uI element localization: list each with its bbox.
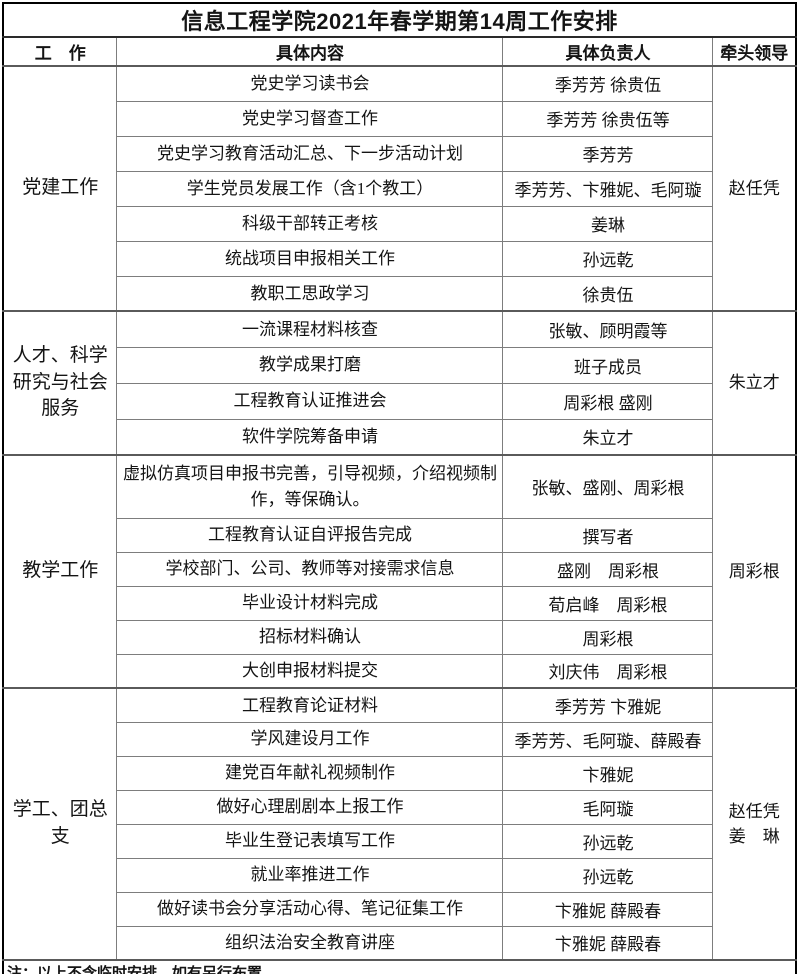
owner-cell: 周彩根 [502, 619, 714, 655]
table-row: 工程教育认证自评报告完成 撰写者 [3, 517, 796, 553]
leader-cell: 朱立才 [712, 310, 797, 456]
task-cell: 科级干部转正考核 [116, 205, 504, 242]
table-row: 教学成果打磨 班子成员 [3, 346, 796, 384]
owner-cell: 季芳芳 [502, 135, 714, 172]
table-row: 教学工作 虚拟仿真项目申报书完善，引导视频，介绍视频制作，等保确认。 张敏、盛刚… [2, 454, 797, 689]
table-row: 工程教育认证推进会 周彩根 盛刚 [3, 382, 796, 420]
owner-cell: 卞雅妮 薛殿春 [502, 925, 714, 961]
table-row: 毕业设计材料完成 荀启峰 周彩根 [3, 585, 796, 621]
table-row: 组织法治安全教育讲座 卞雅妮 薛殿春 [3, 925, 796, 961]
column-header-leader: 牵头领导 [712, 36, 797, 67]
task-cell: 虚拟仿真项目申报书完善，引导视频，介绍视频制作，等保确认。 [116, 454, 504, 519]
owner-cell: 季芳芳 徐贵伍 [502, 65, 714, 102]
owner-cell: 季芳芳、毛阿璇、薛殿春 [502, 721, 714, 757]
task-cell: 工程教育论证材料 [116, 687, 504, 723]
table-row: 学风建设月工作 季芳芳、毛阿璇、薛殿春 [3, 721, 796, 757]
leader-cell: 赵任凭 姜 琳 [712, 687, 797, 961]
owner-cell: 季芳芳 徐贵伍等 [502, 100, 714, 137]
column-header-content: 具体内容 [116, 36, 504, 67]
task-cell: 做好读书会分享活动心得、笔记征集工作 [116, 891, 504, 927]
owner-cell: 季芳芳、卞雅妮、毛阿璇 [502, 170, 714, 207]
task-cell: 毕业设计材料完成 [116, 585, 504, 621]
table-row: 科级干部转正考核 姜琳 [3, 205, 796, 242]
owner-cell: 孙远乾 [502, 240, 714, 277]
table-row: 人才、科学研究与社会服务 一流课程材料核查 张敏、顾明霞等 朱立才 [2, 310, 797, 456]
task-cell: 工程教育认证推进会 [116, 382, 504, 420]
task-cell: 组织法治安全教育讲座 [116, 925, 504, 961]
table-row: 党史学习督查工作 季芳芳 徐贵伍等 [3, 100, 796, 137]
owner-cell: 刘庆伟 周彩根 [502, 653, 714, 689]
page-title: 信息工程学院2021年春学期第14周工作安排 [2, 2, 797, 38]
task-cell: 学生党员发展工作（含1个教工） [116, 170, 504, 207]
column-header-work: 工 作 [2, 36, 118, 67]
work-category-cell: 学工、团总支 [2, 687, 118, 961]
task-cell: 做好心理剧剧本上报工作 [116, 789, 504, 825]
table-row: 软件学院筹备申请 朱立才 [3, 418, 796, 456]
table-row: 统战项目申报相关工作 孙远乾 [3, 240, 796, 277]
table-row: 学生党员发展工作（含1个教工） 季芳芳、卞雅妮、毛阿璇 [3, 170, 796, 207]
owner-cell: 班子成员 [502, 346, 714, 384]
table-row: 就业率推进工作 孙远乾 [3, 857, 796, 893]
table-row: 建党百年献礼视频制作 卞雅妮 [3, 755, 796, 791]
task-cell: 就业率推进工作 [116, 857, 504, 893]
task-cell: 教职工思政学习 [116, 275, 504, 312]
table-row: 学校部门、公司、教师等对接需求信息 盛刚 周彩根 [3, 551, 796, 587]
owner-cell: 张敏、盛刚、周彩根 [502, 454, 714, 519]
table-row: 毕业生登记表填写工作 孙远乾 [3, 823, 796, 859]
task-cell: 一流课程材料核查 [116, 310, 504, 348]
owner-cell: 姜琳 [502, 205, 714, 242]
footer-note: 注：以上不含临时安排，如有另行布置。 [2, 959, 797, 974]
task-cell: 软件学院筹备申请 [116, 418, 504, 456]
task-cell: 党史学习督查工作 [116, 100, 504, 137]
owner-cell: 卞雅妮 [502, 755, 714, 791]
leader-cell: 周彩根 [712, 454, 797, 689]
owner-cell: 徐贵伍 [502, 275, 714, 312]
task-cell: 党史学习读书会 [116, 65, 504, 102]
owner-cell: 盛刚 周彩根 [502, 551, 714, 587]
owner-cell: 孙远乾 [502, 823, 714, 859]
task-cell: 毕业生登记表填写工作 [116, 823, 504, 859]
owner-cell: 撰写者 [502, 517, 714, 553]
task-cell: 教学成果打磨 [116, 346, 504, 384]
owner-cell: 荀启峰 周彩根 [502, 585, 714, 621]
owner-cell: 朱立才 [502, 418, 714, 456]
table-row: 大创申报材料提交 刘庆伟 周彩根 [3, 653, 796, 689]
table-row: 做好心理剧剧本上报工作 毛阿璇 [3, 789, 796, 825]
table-row: 学工、团总支 工程教育论证材料 季芳芳 卞雅妮 赵任凭 姜 琳 [2, 687, 797, 961]
task-cell: 学风建设月工作 [116, 721, 504, 757]
task-cell: 工程教育认证自评报告完成 [116, 517, 504, 553]
owner-cell: 季芳芳 卞雅妮 [502, 687, 714, 723]
owner-cell: 孙远乾 [502, 857, 714, 893]
task-cell: 学校部门、公司、教师等对接需求信息 [116, 551, 504, 587]
task-cell: 招标材料确认 [116, 619, 504, 655]
owner-cell: 张敏、顾明霞等 [502, 310, 714, 348]
work-category-cell: 人才、科学研究与社会服务 [2, 310, 118, 456]
table-row: 教职工思政学习 徐贵伍 [3, 275, 796, 312]
leader-cell: 赵任凭 [712, 65, 797, 312]
owner-cell: 卞雅妮 薛殿春 [502, 891, 714, 927]
table-row: 党建工作 党史学习读书会 季芳芳 徐贵伍 赵任凭 [2, 65, 797, 312]
task-cell: 建党百年献礼视频制作 [116, 755, 504, 791]
task-cell: 党史学习教育活动汇总、下一步活动计划 [116, 135, 504, 172]
table-row: 招标材料确认 周彩根 [3, 619, 796, 655]
work-category-cell: 教学工作 [2, 454, 118, 689]
task-cell: 大创申报材料提交 [116, 653, 504, 689]
table-row: 做好读书会分享活动心得、笔记征集工作 卞雅妮 薛殿春 [3, 891, 796, 927]
column-header-owner: 具体负责人 [502, 36, 714, 67]
owner-cell: 毛阿璇 [502, 789, 714, 825]
owner-cell: 周彩根 盛刚 [502, 382, 714, 420]
work-category-cell: 党建工作 [2, 65, 118, 312]
table-row: 党史学习教育活动汇总、下一步活动计划 季芳芳 [3, 135, 796, 172]
task-cell: 统战项目申报相关工作 [116, 240, 504, 277]
